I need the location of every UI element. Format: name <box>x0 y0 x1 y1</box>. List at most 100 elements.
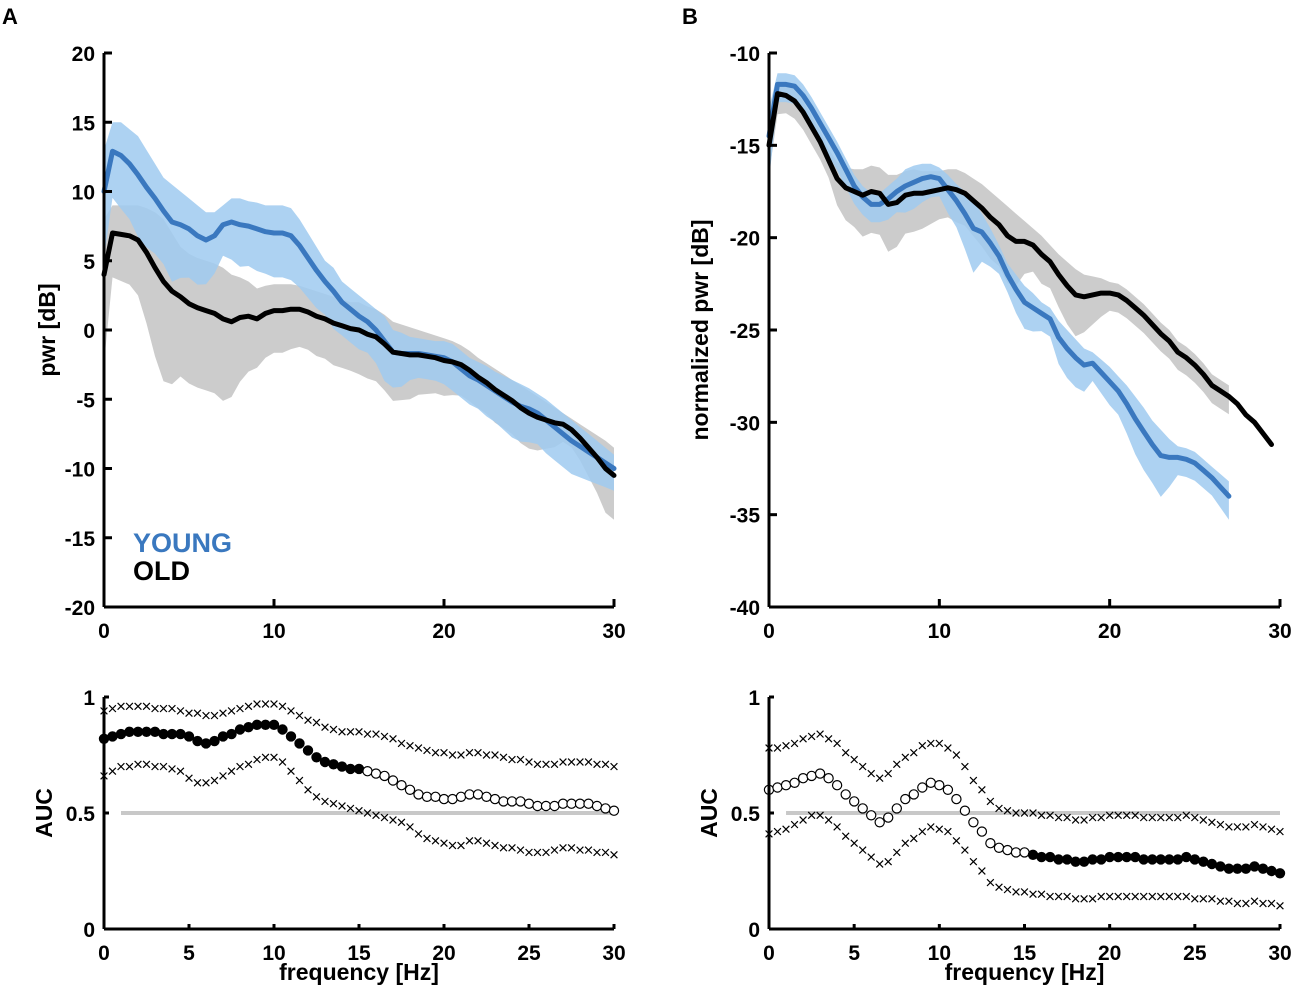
auc-point <box>934 780 945 791</box>
auc-point-significant <box>1189 854 1201 865</box>
ci-lower-marker <box>850 839 859 848</box>
x-tick-label: 20 <box>432 942 455 965</box>
ci-lower-marker <box>978 867 986 875</box>
ci-lower-marker <box>559 843 567 852</box>
ci-upper-marker <box>935 739 944 748</box>
auc-point-significant <box>260 719 271 731</box>
ci-upper-marker <box>884 769 893 778</box>
auc-point-significant <box>166 728 178 740</box>
auc-point <box>772 782 783 793</box>
ci-upper-marker <box>457 751 465 759</box>
auc-point-significant <box>1232 863 1243 874</box>
auc-point-significant <box>1249 861 1260 872</box>
y-axis-label: AUC <box>31 788 57 838</box>
auc-point-significant <box>1138 854 1149 865</box>
ci-upper-marker <box>567 758 576 766</box>
auc-point-significant <box>141 726 152 738</box>
auc-point <box>413 789 424 800</box>
ci-lower-marker <box>236 762 244 771</box>
ci-lower-marker <box>338 802 346 810</box>
ci-upper-marker <box>363 730 372 738</box>
ci-lower-marker <box>841 832 850 841</box>
ci-upper-marker <box>1276 827 1284 836</box>
auc-point-significant <box>1198 856 1209 867</box>
auc-point <box>464 789 475 800</box>
ci-upper-marker <box>850 755 859 764</box>
ci-upper-marker <box>1046 811 1054 820</box>
ci-lower-marker <box>125 762 134 771</box>
ci-upper-marker <box>244 702 253 711</box>
ci-upper-marker <box>499 753 508 762</box>
ci-lower-marker <box>1080 894 1088 903</box>
x-tick-label: 20 <box>432 620 455 643</box>
y-tick-label: -25 <box>730 320 761 343</box>
x-tick-label: 30 <box>1268 620 1291 643</box>
ci-upper-marker <box>134 702 142 711</box>
ci-lower-marker <box>1250 897 1259 906</box>
ci-upper-marker <box>423 746 431 755</box>
auc-point <box>370 768 382 779</box>
x-tick-label: 10 <box>928 942 951 965</box>
ci-upper-marker <box>593 760 601 769</box>
ci-upper-marker <box>542 760 550 769</box>
series-line-old <box>101 230 617 478</box>
auc-point-significant <box>1223 863 1235 874</box>
ci-upper-marker <box>372 730 380 738</box>
auc-point <box>814 768 826 779</box>
ci-lower-marker <box>1012 888 1020 896</box>
ci-lower-marker <box>1063 892 1071 901</box>
ci-lower-marker <box>491 841 499 850</box>
ci-upper-marker <box>168 704 176 713</box>
ci-lower-marker <box>1173 892 1182 901</box>
y-axis-label: pwr [dB] <box>34 283 60 376</box>
auc-point-significant <box>328 759 339 770</box>
auc-point-significant <box>1070 856 1081 867</box>
ci-lower-marker <box>567 843 576 852</box>
auc-point-significant <box>353 763 365 775</box>
auc-point <box>404 784 416 796</box>
ci-lower-marker <box>389 816 397 824</box>
ci-lower-marker <box>312 792 321 801</box>
ci-lower-marker <box>414 830 423 838</box>
ci-lower-marker <box>1165 892 1174 901</box>
auc-point-significant <box>1257 863 1269 874</box>
ci-upper-marker <box>601 760 610 769</box>
ci-upper-marker <box>465 748 474 757</box>
auc-point-significant <box>1104 851 1115 863</box>
ci-lower-marker <box>1097 892 1106 901</box>
ci-upper-marker <box>406 741 414 750</box>
ci-upper-marker <box>253 700 261 708</box>
auc-point <box>959 805 971 816</box>
auc-point <box>993 842 1005 854</box>
auc-point-significant <box>1206 858 1218 870</box>
ci-upper-marker <box>1233 823 1242 831</box>
x-tick-label: 5 <box>848 942 860 965</box>
ci-upper-marker <box>824 734 833 743</box>
ci-lower-marker <box>1259 899 1267 908</box>
ci-upper-marker <box>491 751 499 759</box>
x-tick-label: 15 <box>347 942 371 965</box>
ci-upper-marker <box>909 748 918 757</box>
ci-lower-marker <box>790 820 799 829</box>
ci-lower-marker <box>516 846 525 854</box>
ci-upper-marker <box>397 739 406 748</box>
auc-point-significant <box>1266 865 1277 877</box>
ci-lower-marker <box>1190 894 1199 903</box>
auc-point-significant <box>251 719 263 731</box>
band-young <box>104 122 614 491</box>
auc-point-significant <box>1053 854 1064 865</box>
ci-lower-marker <box>525 848 533 857</box>
auc-point-significant <box>1147 854 1158 865</box>
ci-lower-marker <box>1199 894 1208 903</box>
ci-upper-marker <box>1071 816 1080 824</box>
auc-point-significant <box>1155 854 1167 865</box>
ci-lower-marker <box>1156 892 1165 901</box>
ci-lower-marker <box>542 848 550 857</box>
ci-lower-marker <box>952 836 961 845</box>
y-tick-label: -40 <box>730 597 760 620</box>
y-tick-label: -15 <box>730 135 761 158</box>
auc-point-significant <box>1078 856 1090 867</box>
x-tick-label: 0 <box>98 942 110 965</box>
auc-point <box>908 789 920 800</box>
